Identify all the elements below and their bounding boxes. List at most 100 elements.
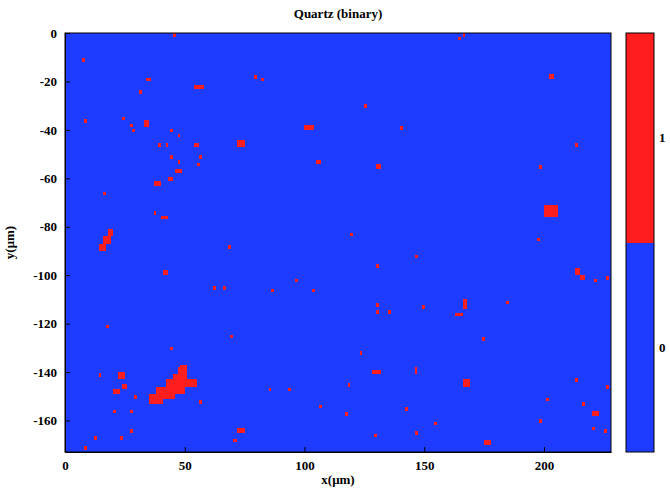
cell <box>170 155 173 159</box>
axis-line <box>65 34 66 453</box>
cell <box>458 37 461 41</box>
cell <box>223 286 226 290</box>
cell <box>582 402 585 406</box>
cell <box>376 310 379 314</box>
colorbar-label: 1 <box>659 130 666 145</box>
cell <box>580 275 585 280</box>
cell <box>372 370 382 375</box>
tick-mark <box>65 324 70 325</box>
cell <box>405 407 408 411</box>
cell <box>65 33 611 452</box>
cell <box>455 313 462 317</box>
cell <box>120 436 123 440</box>
tick: 150 <box>415 447 435 473</box>
cell <box>271 289 274 293</box>
axis-line <box>66 452 612 453</box>
cell <box>99 373 102 377</box>
cell <box>254 75 257 79</box>
cell <box>463 379 470 386</box>
cell <box>434 422 437 426</box>
tick-label: 50 <box>179 458 192 473</box>
tick-mark <box>424 447 425 452</box>
y-axis-title: y(μm) <box>2 226 17 259</box>
cell <box>539 165 542 169</box>
cell <box>415 431 418 435</box>
cell <box>288 388 291 392</box>
tick-label: -100 <box>33 268 57 283</box>
cell <box>316 160 321 164</box>
tick: -160 <box>33 413 70 428</box>
tick: -60 <box>40 171 70 186</box>
tick-mark <box>65 130 70 131</box>
cell <box>158 143 161 147</box>
cell <box>539 419 542 423</box>
tick-mark <box>65 178 70 179</box>
x-axis-title: x(μm) <box>321 472 354 487</box>
cell <box>122 384 127 389</box>
colorbar-label: 0 <box>659 340 666 355</box>
cell <box>594 279 597 283</box>
tick: 200 <box>535 447 555 473</box>
cell <box>388 310 391 314</box>
cell <box>82 58 85 62</box>
cell <box>374 434 377 438</box>
cell <box>537 238 540 242</box>
tick-label: 200 <box>535 458 555 473</box>
cell <box>415 367 417 374</box>
cell <box>84 119 87 123</box>
cell <box>154 181 161 186</box>
cell <box>144 120 149 127</box>
cell <box>199 155 202 159</box>
cell <box>312 289 315 293</box>
cell <box>376 303 379 307</box>
cell <box>606 385 609 389</box>
cell <box>592 427 595 431</box>
tick: -40 <box>40 123 70 138</box>
cell <box>575 378 578 382</box>
cell <box>544 205 558 217</box>
tick: -20 <box>40 74 70 89</box>
cell <box>237 428 244 433</box>
tick-label: -20 <box>40 74 57 89</box>
cell <box>604 429 607 433</box>
colorbar-bin <box>626 243 654 453</box>
tick-label: -80 <box>40 219 57 234</box>
cell <box>482 337 485 341</box>
cell <box>364 104 367 108</box>
tick-mark <box>544 447 545 452</box>
cell <box>154 211 157 215</box>
cell <box>185 379 197 386</box>
cell <box>173 33 176 37</box>
cell <box>103 192 106 196</box>
tick: 50 <box>179 447 192 473</box>
tick-mark <box>65 33 70 34</box>
cell <box>170 129 173 133</box>
cell <box>139 90 142 94</box>
cell <box>350 233 353 237</box>
cell <box>106 325 109 329</box>
tick: -120 <box>33 316 70 331</box>
cell <box>575 268 580 275</box>
tick: 100 <box>295 447 315 473</box>
cell <box>304 125 314 130</box>
cell <box>161 216 168 220</box>
cell <box>463 299 468 309</box>
cell <box>146 78 151 82</box>
chart: 0 50 100 150 200 0 -20 -40 -60 -80 -100 -120 -140 -16… <box>0 0 670 491</box>
cell <box>134 395 137 399</box>
x-axis: 050100150200 <box>62 447 611 473</box>
cell <box>103 236 110 243</box>
tick: 0 <box>51 26 71 41</box>
cell <box>400 126 403 130</box>
cell <box>178 160 181 164</box>
tick-label: -140 <box>33 365 57 380</box>
cell <box>345 412 348 416</box>
cell <box>295 279 298 283</box>
cell <box>180 365 187 370</box>
cell <box>113 389 120 394</box>
cell <box>592 411 599 416</box>
cell <box>422 305 425 309</box>
cell <box>170 347 173 351</box>
tick-label: -40 <box>40 123 57 138</box>
y-axis: 0 -20 -40 -60 -80 -100 -120 -140 -160 <box>33 26 70 453</box>
